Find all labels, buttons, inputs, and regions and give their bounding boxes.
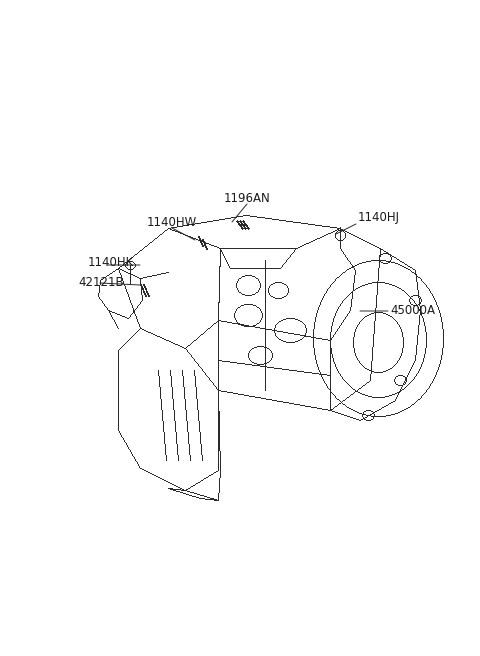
Text: 1140HJ: 1140HJ (358, 211, 400, 224)
Text: 1140HK: 1140HK (88, 255, 134, 268)
Text: 1196AN: 1196AN (224, 192, 270, 205)
Text: 45000A: 45000A (390, 304, 435, 316)
Text: 1140HW: 1140HW (147, 216, 197, 228)
Text: 42121B: 42121B (78, 276, 124, 289)
